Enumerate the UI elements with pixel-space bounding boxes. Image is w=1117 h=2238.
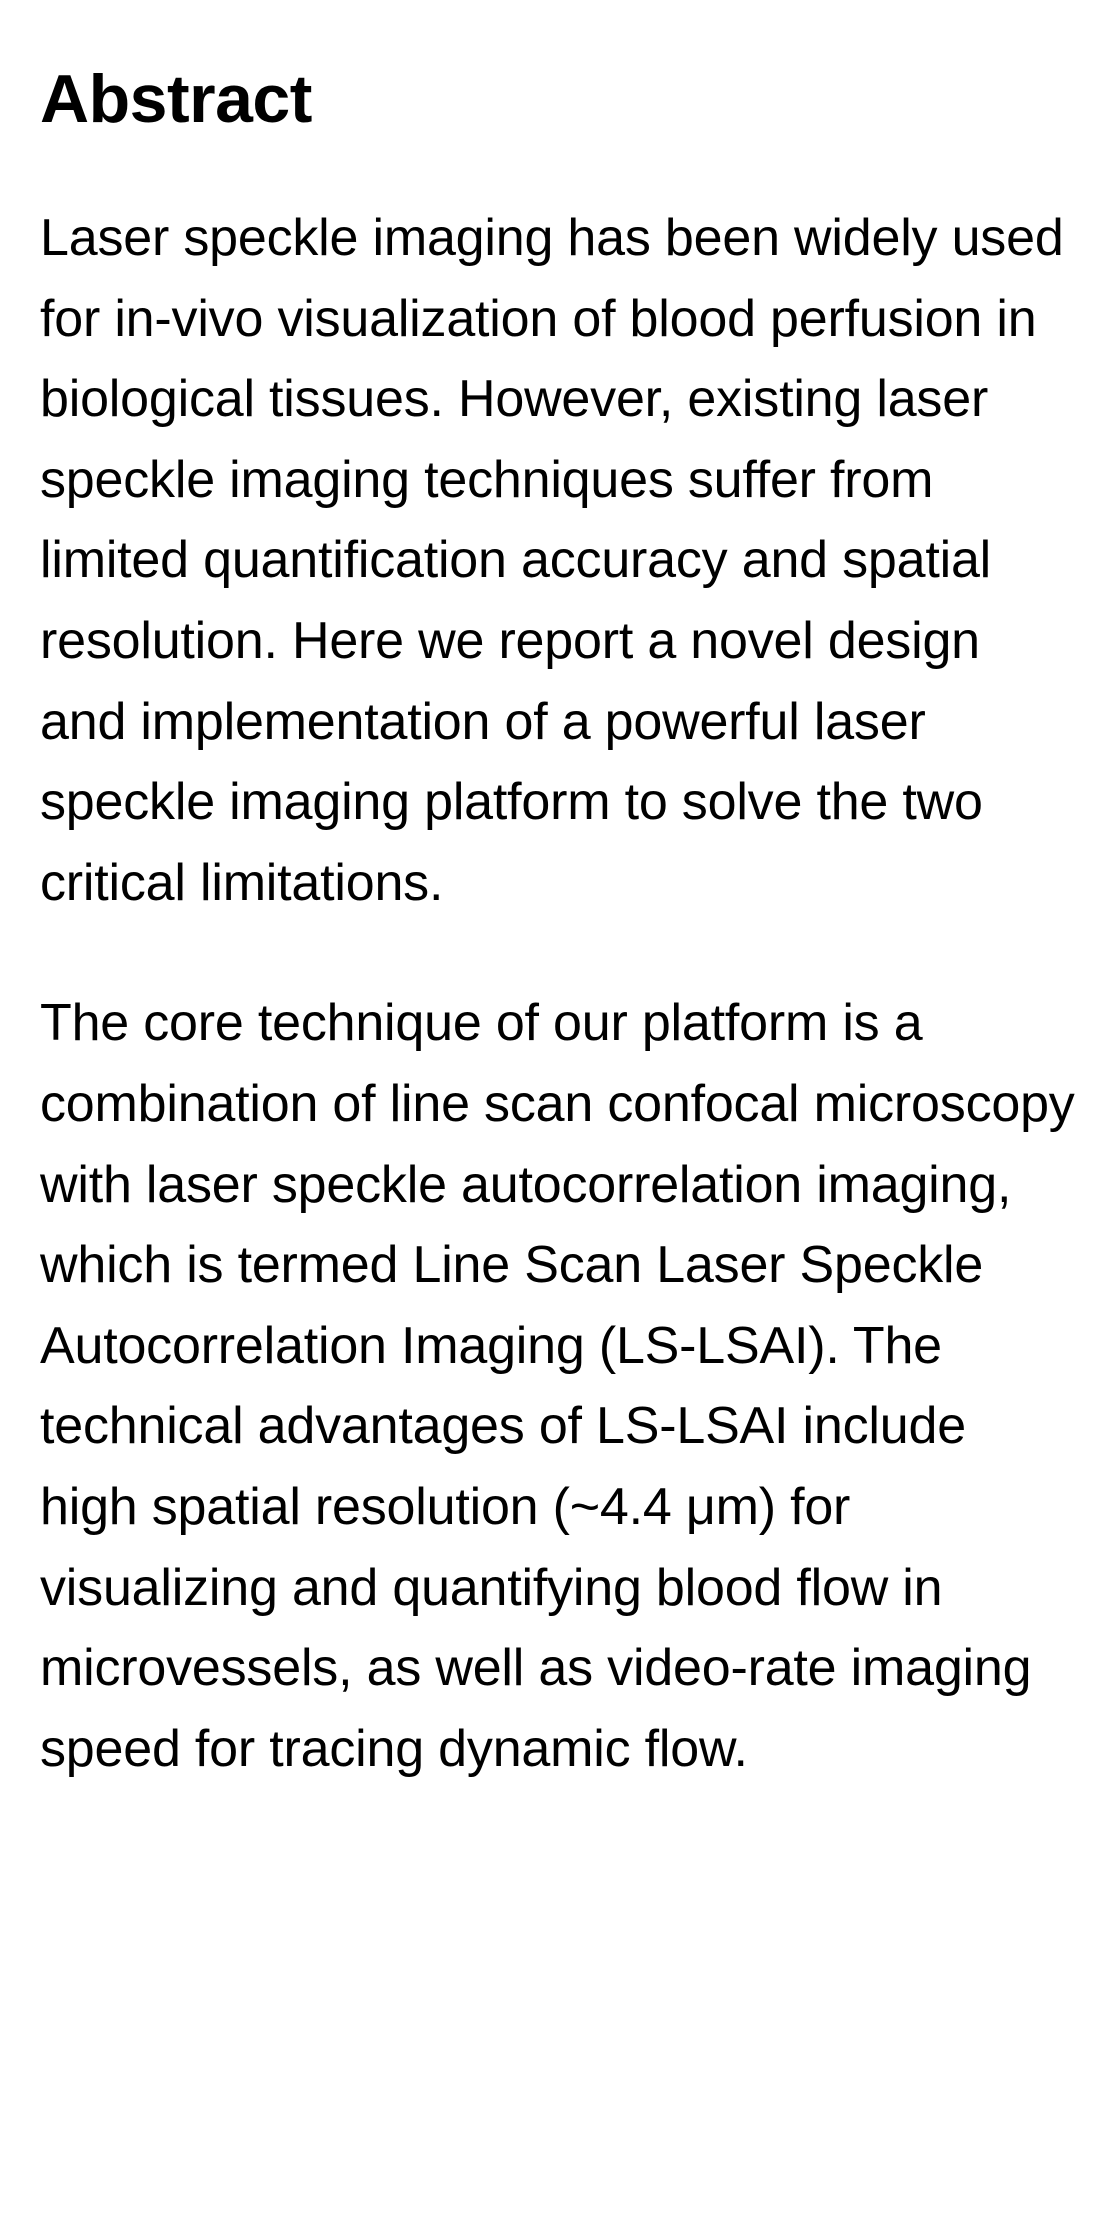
abstract-heading: Abstract xyxy=(40,60,1077,138)
abstract-paragraph-1: Laser speckle imaging has been widely us… xyxy=(40,198,1077,923)
abstract-page: Abstract Laser speckle imaging has been … xyxy=(0,0,1117,1789)
abstract-paragraph-2: The core technique of our platform is a … xyxy=(40,983,1077,1789)
